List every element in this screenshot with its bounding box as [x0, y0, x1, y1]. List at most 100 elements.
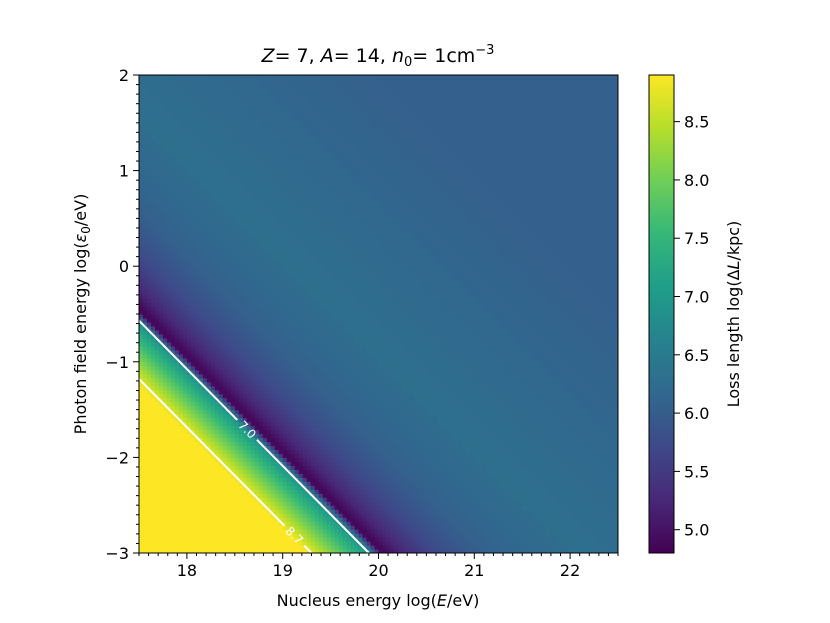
heatmap-cell: [298, 441, 304, 447]
heatmap-cell: [170, 341, 176, 347]
heatmap-cell: [202, 513, 208, 518]
heatmap-cell: [139, 230, 144, 235]
heatmap-cell: [286, 222, 292, 227]
heatmap-cell: [186, 381, 192, 387]
heatmap-cell: [274, 385, 280, 391]
heatmap-cell: [206, 429, 212, 435]
heatmap-cell: [250, 477, 256, 482]
heatmap-cell: [238, 541, 244, 546]
heatmap-cell: [222, 321, 228, 327]
heatmap-cell: [206, 314, 212, 319]
heatmap-cell: [250, 230, 256, 235]
heatmap-cell: [206, 142, 212, 148]
heatmap-cell: [242, 505, 248, 510]
heatmap-cell: [234, 381, 240, 387]
heatmap-cell: [186, 78, 192, 84]
heatmap-cell: [290, 481, 296, 486]
heatmap-cell: [254, 493, 260, 498]
heatmap-cell: [274, 75, 280, 80]
heatmap-cell: [214, 170, 220, 176]
heatmap-cell: [202, 541, 208, 546]
heatmap-cell: [258, 517, 264, 522]
heatmap-cell: [139, 258, 144, 263]
heatmap-cell: [166, 82, 172, 88]
heatmap-cell: [242, 238, 248, 243]
heatmap-cell: [146, 238, 152, 243]
heatmap-cell: [278, 457, 284, 462]
heatmap-cell: [262, 106, 268, 112]
heatmap-cell: [286, 409, 292, 415]
heatmap-cell: [242, 389, 248, 395]
heatmap-cell: [246, 82, 252, 88]
heatmap-cell: [162, 449, 168, 455]
heatmap-cell: [194, 537, 200, 542]
heatmap-cell: [218, 306, 224, 311]
heatmap-cell: [218, 310, 224, 315]
heatmap-cell: [238, 417, 244, 423]
heatmap-cell: [186, 333, 192, 339]
heatmap-cell: [190, 393, 196, 399]
heatmap-cell: [198, 110, 204, 116]
heatmap-cell: [230, 441, 236, 447]
heatmap-cell: [226, 485, 232, 490]
heatmap-cell: [254, 385, 260, 391]
heatmap-cell: [178, 453, 184, 458]
heatmap-cell: [270, 142, 276, 148]
heatmap-cell: [222, 493, 228, 498]
heatmap-cell: [210, 170, 216, 176]
heatmap-cell: [254, 337, 260, 343]
heatmap-cell: [254, 226, 260, 231]
heatmap-cell: [174, 413, 180, 419]
heatmap-cell: [170, 541, 176, 546]
heatmap-cell: [222, 146, 228, 152]
heatmap-cell: [178, 449, 184, 455]
heatmap-cell: [250, 146, 256, 152]
heatmap-cell: [162, 146, 168, 152]
heatmap-cell: [202, 501, 208, 506]
heatmap-cell: [146, 413, 152, 419]
heatmap-cell: [230, 465, 236, 470]
heatmap-cell: [146, 549, 152, 553]
heatmap-cell: [250, 461, 256, 466]
heatmap-cell: [286, 369, 292, 375]
heatmap-cell: [254, 186, 260, 192]
heatmap-cell: [290, 317, 296, 323]
heatmap-cell: [250, 437, 256, 443]
heatmap-cell: [226, 449, 232, 455]
heatmap-cell: [242, 122, 248, 128]
heatmap-cell: [154, 505, 160, 510]
heatmap-cell: [182, 469, 188, 474]
heatmap-cell: [206, 170, 212, 176]
heatmap-cell: [278, 389, 284, 395]
heatmap-cell: [270, 294, 276, 299]
heatmap-cell: [230, 333, 236, 339]
heatmap-cell: [246, 242, 252, 247]
heatmap-cell: [302, 509, 308, 514]
heatmap-cell: [150, 441, 156, 447]
heatmap-cell: [170, 421, 176, 427]
heatmap-cell: [222, 341, 228, 347]
heatmap-cell: [186, 262, 192, 267]
heatmap-cell: [274, 465, 280, 470]
heatmap-cell: [222, 154, 228, 160]
heatmap-cell: [206, 381, 212, 387]
heatmap-cell: [206, 481, 212, 486]
heatmap-cell: [158, 461, 164, 466]
heatmap-cell: [258, 266, 264, 271]
heatmap-cell: [302, 282, 308, 287]
heatmap-cell: [166, 250, 172, 255]
heatmap-cell: [266, 82, 272, 88]
heatmap-cell: [294, 114, 300, 120]
heatmap-cell: [258, 154, 264, 160]
heatmap-cell: [162, 353, 168, 359]
heatmap-cell: [146, 314, 152, 319]
heatmap-cell: [202, 441, 208, 447]
heatmap-cell: [214, 433, 220, 439]
heatmap-cell: [162, 302, 168, 307]
heatmap-cell: [246, 306, 252, 311]
heatmap-cell: [214, 453, 220, 458]
heatmap-cell: [186, 481, 192, 486]
heatmap-cell: [162, 385, 168, 391]
heatmap-cell: [194, 82, 200, 88]
heatmap-cell: [206, 345, 212, 351]
